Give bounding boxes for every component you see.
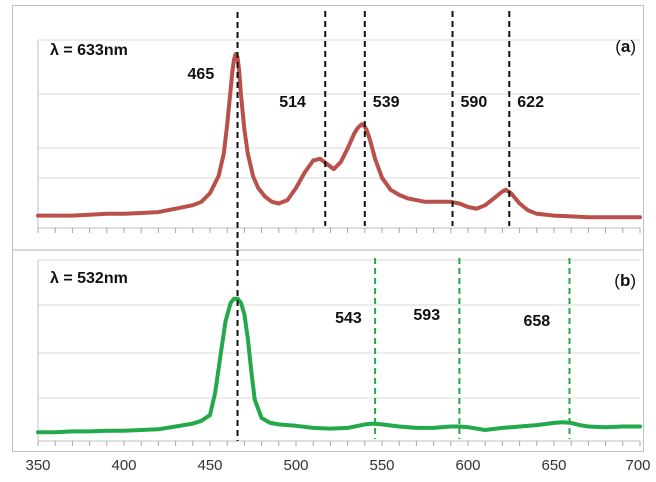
marker-label-b-658: 658 — [523, 313, 550, 330]
figure-border — [12, 5, 644, 452]
marker-label-a-622: 622 — [517, 94, 544, 111]
text-layer: 465 514 539 590 622 λ = 633nm (a) 543 593 658 λ = … — [25, 37, 650, 474]
excitation-annotation-b: λ = 532nm — [50, 270, 128, 287]
x-tick-label-400: 400 — [111, 457, 136, 474]
marker-label-a-514: 514 — [279, 94, 306, 111]
x-tick-label-450: 450 — [197, 457, 222, 474]
marker-label-b-543: 543 — [335, 310, 362, 327]
marker-label-b-593: 593 — [413, 307, 440, 324]
marker-label-a-465: 465 — [188, 66, 215, 83]
excitation-annotation-a: λ = 633nm — [50, 42, 128, 59]
panel-label-a: (a) — [615, 37, 636, 56]
panel-label-b: (b) — [614, 271, 636, 290]
series-line-a — [36, 51, 642, 220]
x-tick-label-350: 350 — [25, 457, 50, 474]
marker-label-a-539: 539 — [373, 94, 400, 111]
marker-label-a-590: 590 — [461, 94, 488, 111]
series-layer — [36, 51, 642, 435]
x-tick-label-550: 550 — [369, 457, 394, 474]
x-tick-label-700: 700 — [625, 457, 650, 474]
series-line-b — [36, 296, 642, 435]
x-tick-label-650: 650 — [541, 457, 566, 474]
marker-layer — [236, 11, 571, 441]
x-tick-label-500: 500 — [283, 457, 308, 474]
x-tick-label-600: 600 — [455, 457, 480, 474]
grid-layer — [37, 39, 641, 446]
frame-layer — [12, 5, 644, 452]
